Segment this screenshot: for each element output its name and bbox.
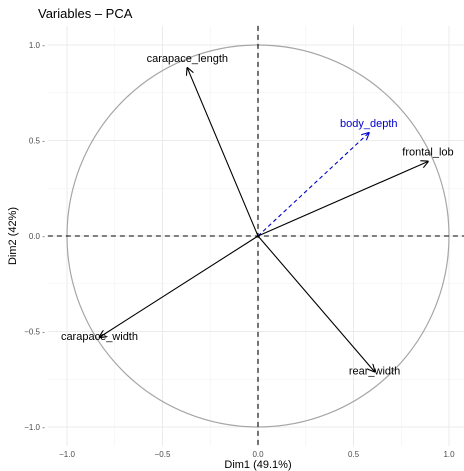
- label-carapace-width: carapace_width: [61, 331, 138, 343]
- arrow-carapace-length: [187, 68, 259, 237]
- arrow-frontal-lob: [257, 162, 428, 237]
- x-tick-label: −0.5: [155, 450, 171, 459]
- tick-labels: −1.0 −0.5 0.0 0.5 1.0 −1.0 - −0.5 - 0.0 - 0.5 - 1…: [24, 41, 455, 459]
- x-tick-label: 0.5: [348, 450, 360, 459]
- variable-labels: carapace_length body_depth frontal_lobcara…: [61, 53, 454, 378]
- arrow-rear-width: [257, 235, 375, 372]
- y-tick-label: −0.5 -: [24, 328, 45, 337]
- label-rear-width: rear_width: [349, 366, 400, 378]
- label-carapace-length: carapace_length: [147, 53, 228, 65]
- label-body-depth: body_depth: [340, 118, 398, 130]
- x-tick-label: 1.0: [443, 450, 455, 459]
- x-tick-label: −1.0: [59, 450, 75, 459]
- y-tick-label: 0.5 -: [29, 137, 45, 146]
- x-axis-title: Dim1 (49.1%): [224, 459, 291, 471]
- y-tick-label: 0.0 -: [29, 232, 45, 241]
- label-frontal-lob: frontal_lob: [402, 147, 453, 159]
- arrow-carapace-width: [99, 235, 259, 337]
- y-axis-title: Dim2 (42%): [7, 207, 19, 265]
- chart-title: Variables – PCA: [38, 6, 133, 21]
- arrow-body-depth: [257, 133, 369, 237]
- x-tick-label: 0.0: [252, 450, 264, 459]
- y-tick-label: 1.0 -: [29, 41, 45, 50]
- y-tick-label: −1.0 -: [24, 423, 45, 432]
- variable-arrows: [99, 68, 428, 372]
